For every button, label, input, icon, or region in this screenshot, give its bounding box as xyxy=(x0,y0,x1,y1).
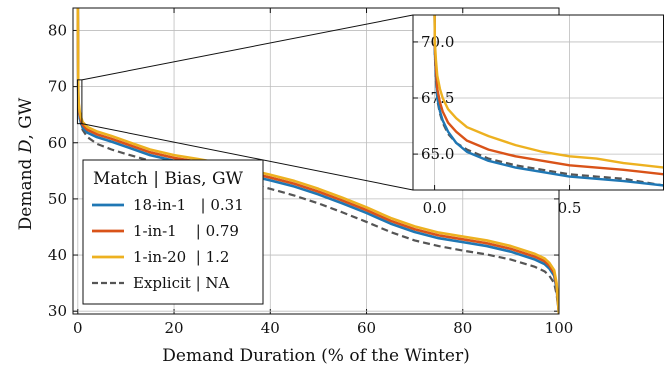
legend-entry-label: 1-in-1 | 0.79 xyxy=(133,222,239,240)
y-tick-label: 50 xyxy=(48,190,67,208)
legend-entry-label: 18-in-1 | 0.31 xyxy=(133,196,244,214)
x-tick-label: 100 xyxy=(545,319,574,337)
x-tick-label: 60 xyxy=(357,319,376,337)
y-tick-label: 40 xyxy=(48,246,67,264)
legend-entry-label: 1-in-20 | 1.2 xyxy=(133,248,229,266)
inset-series-line-explicit xyxy=(433,15,664,187)
zoom-connector-top xyxy=(81,14,414,81)
zoom-connectors xyxy=(76,14,414,191)
inset-series-line-1-in-20 xyxy=(433,15,664,169)
legend: Match | Bias, GW 18-in-1 | 0.31 1-in-1 | 0… xyxy=(82,159,264,305)
y-tick-label: 30 xyxy=(48,302,67,320)
series-line-1-in-20 xyxy=(76,8,559,314)
inset-series xyxy=(433,15,664,187)
inset-y-tick-label: 70.0 xyxy=(421,33,454,51)
x-tick-label: 80 xyxy=(453,319,472,337)
inset-series-line-1-in-1 xyxy=(433,15,664,176)
y-axis-label: Demand D, GW xyxy=(16,97,36,230)
inset-x-tick-label: 0.5 xyxy=(558,199,582,217)
zoom-region-box xyxy=(76,79,83,125)
inset-plot: 0.0 0.565.067.570.0 xyxy=(412,14,664,217)
series-line-explicit xyxy=(76,8,559,314)
legend-entry-label: Explicit | NA xyxy=(133,274,230,292)
series-line-1-in-1 xyxy=(76,8,559,314)
series-line-18-in-1 xyxy=(76,8,559,314)
y-tick-label: 60 xyxy=(48,134,67,152)
inset-x-tick-label: 0.0 xyxy=(423,199,447,217)
y-tick-label: 70 xyxy=(48,78,67,96)
y-tick-label: 80 xyxy=(48,21,67,39)
x-tick-label: 20 xyxy=(165,319,184,337)
legend-title: Match | Bias, GW xyxy=(93,169,244,189)
x-axis-label: Demand Duration (% of the Winter) xyxy=(162,346,469,366)
x-tick-label: 40 xyxy=(261,319,280,337)
inset-y-tick-label: 65.0 xyxy=(421,145,454,163)
axis-labels: Demand Duration (% of the Winter) Demand… xyxy=(16,97,470,366)
main-series xyxy=(76,8,559,314)
zoom-connector-bottom xyxy=(81,123,414,191)
x-tick-label: 0 xyxy=(73,319,83,337)
